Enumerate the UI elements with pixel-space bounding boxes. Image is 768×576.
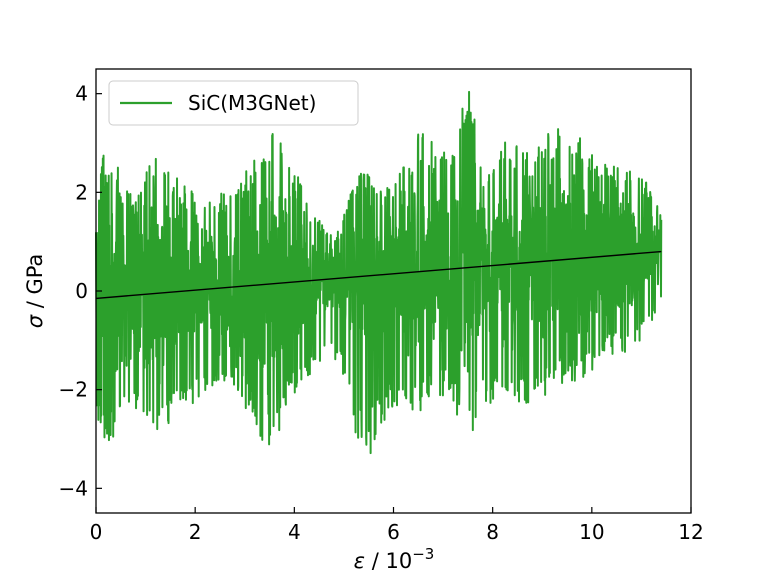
axis-ticks: 0 2 4 6 8 10 12 −4 −2 0 2 4 [59,82,704,544]
x-axis-label: ε / 10−3 [354,545,435,573]
legend-label-sic-m3gnet: SiC(M3GNet) [188,91,316,115]
series-line-sic-m3gnet [95,90,663,455]
y-tick-label: −2 [59,378,88,402]
plot-area [95,90,663,455]
linear-fit-line [95,250,662,300]
x-tick-label: 10 [579,520,604,544]
x-axis-unit: / 10 [365,549,412,573]
x-tick-label: 0 [90,520,103,544]
y-axis-unit: / GPa [23,254,47,315]
x-tick-label: 8 [486,520,499,544]
x-axis-symbol: ε [354,549,365,573]
y-axis-label: σ / GPa [23,254,47,329]
legend: SiC(M3GNet) [108,80,359,126]
x-tick-label: 12 [678,520,703,544]
legend-box [108,80,359,126]
y-tick-label: −4 [59,476,88,500]
x-axis-exponent: −3 [412,545,434,563]
y-tick-label: 0 [75,279,88,303]
x-tick-label: 4 [288,520,301,544]
y-axis-symbol: σ [23,314,47,328]
y-tick-label: 4 [75,82,88,106]
x-tick-label: 6 [387,520,400,544]
y-tick-label: 2 [75,180,88,204]
x-tick-label: 2 [189,520,202,544]
